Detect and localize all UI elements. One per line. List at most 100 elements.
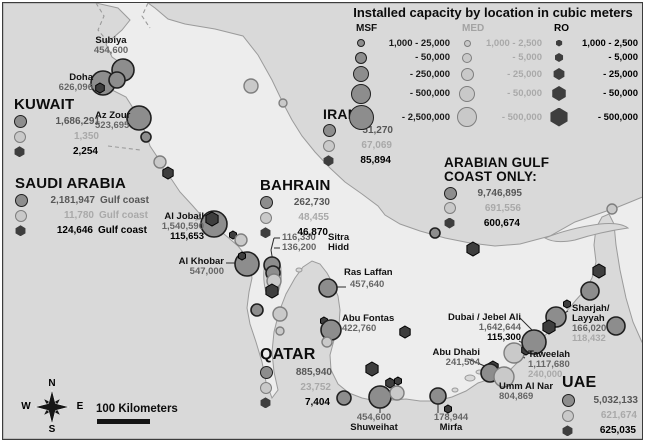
med-symbol	[462, 52, 472, 63]
ro-marker	[563, 299, 571, 309]
legend-label: 1,000 - 25,000	[388, 37, 450, 49]
legend-row: - 500,000	[348, 83, 450, 104]
capacity-legend: Installed capacity by location in cubic …	[348, 5, 638, 130]
border-dashes	[141, 3, 151, 29]
legend-row: 1,000 - 2,500	[454, 36, 542, 50]
legend-label: - 500,000	[409, 88, 450, 99]
ro-marker	[444, 404, 452, 414]
legend-label: - 250,000	[409, 68, 450, 80]
legend-row: - 250,000	[348, 65, 450, 83]
legend-title: Installed capacity by location in cubic …	[353, 5, 633, 20]
med-marker	[503, 342, 525, 364]
med-marker	[234, 233, 248, 247]
ro-marker	[205, 211, 219, 227]
msf-symbol	[357, 39, 365, 47]
ro-marker	[229, 230, 237, 240]
legend-row: - 5,000	[454, 50, 542, 65]
msf-marker	[368, 385, 392, 409]
legend-label: 1,000 - 2,500	[486, 37, 542, 49]
legend-header-ro: RO	[554, 23, 569, 34]
legend-label: - 500,000	[597, 111, 638, 123]
msf-marker	[320, 319, 342, 341]
legend-row: 1,000 - 2,500	[546, 36, 638, 50]
ro-marker	[365, 361, 379, 377]
med-marker	[272, 306, 288, 322]
scale-bar-label: 100 Kilometers	[96, 403, 178, 415]
msf-marker	[429, 387, 447, 405]
msf-marker	[318, 278, 338, 298]
small-island	[464, 374, 476, 382]
legend-column-msf: MSF 1,000 - 25,000 - 50,000 - 250,000 - 500,…	[348, 23, 450, 130]
med-symbol	[457, 107, 477, 127]
msf-marker	[250, 303, 264, 317]
msf-marker	[140, 131, 152, 143]
msf-symbol	[351, 83, 371, 104]
legend-row: - 50,000	[454, 83, 542, 104]
msf-marker	[606, 316, 626, 336]
legend-row: - 50,000	[348, 50, 450, 65]
legend-row: - 50,000	[546, 83, 638, 104]
legend-row: - 25,000	[454, 65, 542, 83]
msf-marker	[126, 105, 152, 131]
legend-column-ro: RO 1,000 - 2,500 - 5,000 - 25,000 - 50,000 - …	[546, 23, 638, 130]
msf-marker	[108, 71, 126, 89]
small-island	[295, 267, 303, 273]
compass-east-label: E	[76, 401, 84, 412]
capacity-markers	[90, 58, 626, 414]
msf-symbol	[355, 51, 367, 64]
legend-column-med: MED 1,000 - 2,500 - 5,000 - 25,000 - 50,000 -…	[454, 23, 542, 130]
med-symbol	[463, 39, 471, 47]
ro-symbol	[552, 86, 566, 101]
legend-label: 1,000 - 2,500	[582, 37, 638, 49]
legend-label: - 50,000	[415, 52, 450, 63]
msf-symbol	[348, 104, 374, 130]
legend-label: - 500,000	[501, 111, 542, 123]
legend-grid: MSF 1,000 - 25,000 - 50,000 - 250,000 - 500,…	[348, 23, 638, 130]
ro-marker	[542, 319, 556, 335]
map-clip	[3, 3, 642, 439]
gulf-map-svg	[3, 3, 642, 439]
ro-marker	[399, 325, 411, 339]
legend-label: - 5,000	[608, 52, 638, 63]
border-dashes	[95, 3, 109, 43]
legend-header-med: MED	[462, 23, 485, 34]
med-marker	[493, 366, 515, 388]
ro-symbol	[555, 39, 563, 47]
med-symbol	[460, 67, 474, 81]
legend-label: - 2,500,000	[401, 111, 450, 123]
med-marker	[606, 203, 618, 215]
ro-symbol	[554, 53, 564, 62]
legend-row: - 500,000	[546, 104, 638, 130]
med-marker	[278, 98, 288, 108]
compass-rose-icon	[34, 389, 70, 425]
med-marker	[153, 155, 167, 169]
legend-row: 1,000 - 25,000	[348, 36, 450, 50]
med-symbol	[459, 85, 475, 102]
ro-symbol	[553, 68, 565, 80]
compass-north-label: N	[48, 378, 56, 389]
msf-marker	[336, 390, 352, 406]
scale-bar	[97, 419, 150, 424]
ro-marker	[162, 166, 174, 180]
ro-marker	[394, 376, 402, 386]
ro-symbol	[550, 107, 568, 127]
ro-marker	[265, 283, 279, 299]
legend-label: - 50,000	[507, 88, 542, 99]
border-dashes	[107, 145, 141, 151]
legend-label: - 25,000	[507, 68, 542, 80]
med-marker	[321, 336, 333, 348]
legend-label: - 5,000	[512, 52, 542, 63]
msf-marker	[580, 281, 600, 301]
med-marker	[389, 385, 405, 401]
legend-label: - 25,000	[603, 68, 638, 80]
ro-marker	[592, 263, 606, 279]
legend-row: - 500,000	[454, 104, 542, 130]
compass-west-label: W	[21, 401, 31, 412]
msf-marker	[521, 329, 547, 355]
legend-row: - 5,000	[546, 50, 638, 65]
qeshm-island	[543, 223, 630, 243]
msf-marker	[429, 227, 441, 239]
med-marker	[243, 78, 259, 94]
med-marker	[275, 326, 285, 336]
